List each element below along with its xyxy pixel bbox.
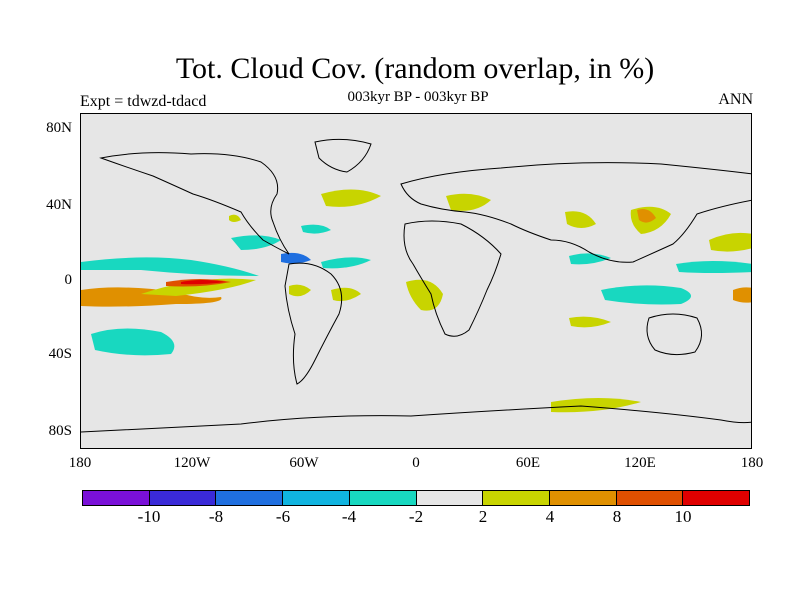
australia-coast	[646, 313, 702, 356]
colorbar-swatch	[483, 491, 550, 505]
north-america-coast	[99, 152, 290, 255]
negative-patch	[281, 252, 311, 264]
colorbar-label: -6	[275, 507, 291, 526]
positive-anomaly-patches	[81, 189, 751, 413]
negative-anomaly-patches	[81, 224, 751, 356]
season-label: ANN	[718, 91, 753, 108]
experiment-label: Expt = tdwzd-tdacd	[80, 93, 207, 110]
lon-tick-label: 180	[68, 455, 92, 471]
colorbar-label: 4	[545, 507, 555, 526]
negative-patch	[81, 257, 259, 276]
positive-patch	[733, 287, 751, 303]
lon-tick-label: 60W	[289, 455, 319, 471]
colorbar-label: 2	[478, 507, 488, 526]
negative-patch	[569, 253, 611, 265]
colorbar-swatch	[616, 491, 684, 505]
lon-tick-label: 120W	[173, 455, 211, 471]
lon-tick-label: 180	[740, 455, 764, 471]
positive-patch	[229, 214, 241, 222]
positive-patch	[406, 279, 443, 311]
positive-patch	[321, 189, 381, 207]
map-canvas	[81, 138, 751, 433]
positive-patch	[565, 211, 596, 228]
negative-patch	[301, 224, 331, 234]
colorbar-swatch	[216, 491, 284, 505]
colorbar-swatch	[416, 491, 484, 505]
colorbar	[82, 490, 750, 506]
world-map-panel	[80, 113, 752, 449]
positive-patch	[181, 280, 226, 285]
colorbar-label: -4	[341, 507, 357, 526]
positive-patch	[709, 232, 751, 252]
negative-patch	[601, 285, 691, 305]
antarctica-coast	[81, 405, 751, 433]
plot-title: Tot. Cloud Cov. (random overlap, in %)	[175, 52, 655, 85]
negative-patch	[91, 328, 175, 356]
colorbar-swatch	[349, 491, 417, 505]
colorbar-label: -2	[408, 507, 424, 526]
colorbar-swatch	[683, 491, 750, 505]
africa-coast	[403, 220, 502, 337]
lat-tick-label: 80S	[48, 423, 72, 439]
positive-patch	[331, 287, 361, 302]
colorbar-swatch	[283, 491, 350, 505]
colorbar-swatch	[149, 491, 217, 505]
negative-patch	[676, 261, 751, 273]
positive-patch	[551, 398, 641, 413]
plot-subtitle: 003kyr BP - 003kyr BP	[347, 89, 489, 105]
south-america-coast	[284, 262, 343, 385]
europe-asia-coast	[400, 162, 751, 263]
positive-patch	[569, 316, 611, 328]
negative-patch	[231, 235, 281, 250]
colorbar-swatch	[83, 491, 150, 505]
positive-patch	[637, 209, 656, 223]
positive-patch	[81, 287, 222, 307]
negative-patch	[321, 257, 371, 269]
lon-tick-label: 60E	[515, 455, 541, 471]
colorbar-label: 8	[612, 507, 622, 526]
colorbar-label: -10	[137, 507, 161, 526]
lat-tick-label: 40S	[48, 346, 72, 362]
lat-tick-label: 0	[64, 272, 73, 288]
lat-tick-label: 40N	[46, 197, 72, 213]
greenland-coast	[314, 138, 372, 173]
colorbar-swatch	[549, 491, 617, 505]
lon-tick-label: 120E	[624, 455, 656, 471]
lon-tick-label: 0	[412, 455, 420, 471]
colorbar-label: -8	[208, 507, 224, 526]
lat-tick-label: 80N	[46, 120, 72, 136]
positive-patch	[289, 284, 311, 297]
colorbar-label: 10	[674, 507, 692, 526]
coastlines	[81, 138, 751, 433]
positive-patch	[141, 278, 256, 296]
positive-patch	[446, 193, 491, 211]
